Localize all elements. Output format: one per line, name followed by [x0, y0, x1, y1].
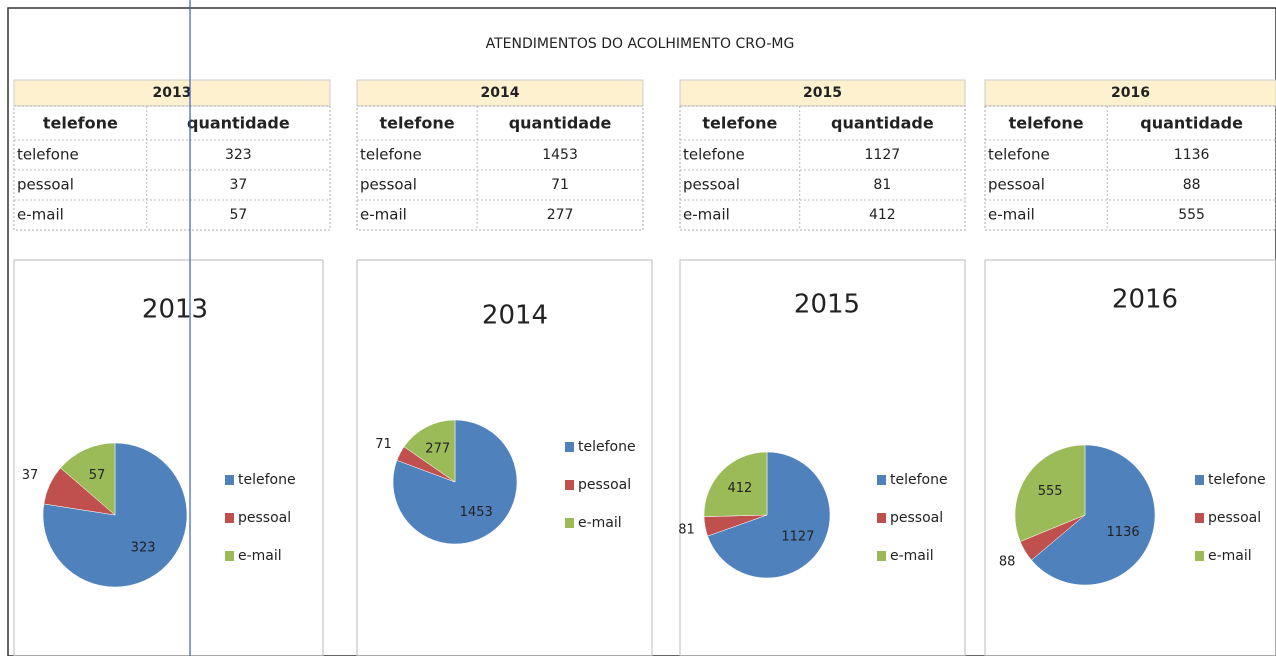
year-header: 2015	[803, 85, 842, 101]
legend-swatch	[565, 442, 574, 452]
legend-swatch	[1195, 475, 1204, 485]
legend-swatch	[877, 551, 886, 561]
legend-label: e-mail	[890, 548, 934, 564]
column-header: telefone	[380, 114, 455, 133]
column-header: telefone	[702, 114, 777, 133]
legend-label: pessoal	[238, 510, 291, 526]
legend-swatch	[225, 551, 234, 561]
data-label: 1453	[460, 505, 493, 520]
legend-label: telefone	[238, 472, 296, 488]
chart-title: 2013	[142, 295, 208, 325]
row-label: telefone	[988, 146, 1050, 164]
year-header: 2013	[153, 85, 192, 101]
chart-title: 2015	[794, 290, 860, 320]
row-label: e-mail	[683, 206, 730, 224]
data-label: 71	[375, 437, 392, 452]
row-value: 555	[1178, 207, 1205, 223]
legend-label: pessoal	[1208, 510, 1261, 526]
row-label: telefone	[683, 146, 745, 164]
legend-swatch	[877, 513, 886, 523]
row-value: 1127	[865, 147, 901, 163]
chart-frame	[356, 259, 653, 656]
legend-label: pessoal	[890, 510, 943, 526]
row-value: 37	[229, 177, 247, 193]
table-frame	[679, 105, 966, 231]
row-label: e-mail	[17, 206, 64, 224]
data-label: 412	[727, 481, 752, 496]
column-header: quantidade	[1140, 114, 1243, 133]
row-value: 57	[229, 207, 247, 223]
legend-swatch	[877, 475, 886, 485]
row-label: e-mail	[360, 206, 407, 224]
legend-label: telefone	[578, 439, 636, 455]
pie-slice	[707, 451, 831, 579]
year-header-bg	[679, 79, 966, 107]
chart-frame	[984, 259, 1276, 656]
data-label: 1136	[1107, 525, 1140, 540]
chart-frame	[679, 259, 966, 656]
year-header-bg	[984, 79, 1276, 107]
pie-slice	[403, 419, 456, 483]
page-title: ATENDIMENTOS DO ACOLHIMENTO CRO-MG	[486, 36, 795, 52]
data-label: 323	[131, 540, 156, 555]
data-label: 277	[425, 442, 450, 457]
data-label: 81	[678, 523, 695, 538]
legend-label: e-mail	[1208, 548, 1252, 564]
pie-slice	[60, 442, 116, 516]
row-label: telefone	[17, 146, 79, 164]
pie-slice	[1014, 444, 1086, 542]
row-value: 88	[1183, 177, 1201, 193]
data-label: 555	[1038, 484, 1063, 499]
column-header: quantidade	[509, 114, 612, 133]
outer-border	[7, 7, 1276, 656]
data-label: 37	[22, 468, 39, 483]
chart-title: 2016	[1112, 285, 1178, 315]
row-value: 323	[225, 147, 252, 163]
legend-swatch	[565, 518, 574, 528]
table-frame	[13, 105, 331, 231]
row-label: pessoal	[988, 176, 1045, 194]
legend-swatch	[225, 475, 234, 485]
row-value: 1136	[1174, 147, 1210, 163]
row-label: pessoal	[683, 176, 740, 194]
row-value: 412	[869, 207, 896, 223]
table-frame	[356, 105, 644, 231]
row-value: 1453	[542, 147, 578, 163]
chart-frame	[13, 259, 324, 656]
table-frame	[984, 105, 1276, 231]
column-header: quantidade	[187, 114, 290, 133]
year-header-bg	[13, 79, 331, 107]
pie-slice	[1031, 444, 1156, 586]
year-header: 2014	[481, 85, 520, 101]
row-value: 277	[547, 207, 574, 223]
data-label: 88	[999, 555, 1016, 570]
year-header: 2016	[1111, 85, 1150, 101]
pie-slice	[703, 451, 768, 517]
column-header: quantidade	[831, 114, 934, 133]
legend-label: telefone	[1208, 472, 1266, 488]
data-label: 1127	[781, 529, 814, 544]
row-label: pessoal	[17, 176, 74, 194]
column-header: telefone	[1009, 114, 1084, 133]
row-value: 71	[551, 177, 569, 193]
legend-label: e-mail	[578, 515, 622, 531]
column-header: telefone	[43, 114, 118, 133]
row-value: 81	[873, 177, 891, 193]
year-header-bg	[356, 79, 644, 107]
row-label: e-mail	[988, 206, 1035, 224]
legend-swatch	[225, 513, 234, 523]
row-label: pessoal	[360, 176, 417, 194]
legend-label: telefone	[890, 472, 948, 488]
legend-label: e-mail	[238, 548, 282, 564]
legend-label: pessoal	[578, 477, 631, 493]
legend-swatch	[1195, 551, 1204, 561]
legend-swatch	[1195, 513, 1204, 523]
data-label: 57	[89, 468, 106, 483]
row-label: telefone	[360, 146, 422, 164]
legend-swatch	[565, 480, 574, 490]
chart-title: 2014	[482, 301, 548, 331]
